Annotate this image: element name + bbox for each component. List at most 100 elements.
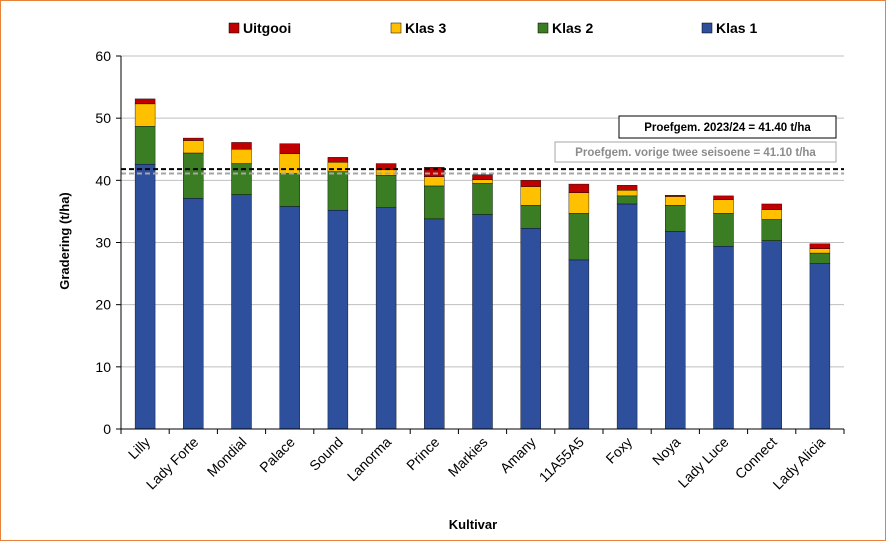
y-axis-title: Gradering (t/ha) <box>57 192 72 290</box>
y-tick-label: 10 <box>95 359 111 375</box>
bar-segment <box>616 195 638 205</box>
legend: Uitgooi Klas 3 Klas 2 Klas 1 <box>228 20 757 36</box>
bar-segment <box>761 203 782 210</box>
bar-segment <box>231 142 252 150</box>
bar-segment <box>231 194 252 430</box>
bar-segment <box>183 137 204 141</box>
y-tick-label: 50 <box>95 110 111 126</box>
bar-segment <box>327 162 349 172</box>
bar-segment <box>568 192 590 214</box>
x-tick-label: Palace <box>256 434 298 476</box>
bar-segment <box>375 175 397 208</box>
bars <box>134 98 831 430</box>
bar-segment <box>665 231 686 430</box>
x-tick-label: Connect <box>732 434 780 482</box>
bar-segment <box>520 186 541 206</box>
reference-label-box <box>618 115 837 139</box>
bar-segment <box>568 213 590 261</box>
bar-segment <box>809 243 831 249</box>
bar-segment <box>665 195 686 197</box>
x-tick-label: 11A55A5 <box>536 434 587 485</box>
legend-label: Klas 2 <box>552 20 593 36</box>
reference-label-box <box>554 141 837 163</box>
bar-segment <box>424 176 445 187</box>
x-tick-label: Markies <box>445 434 491 480</box>
bar-segment <box>713 213 734 247</box>
bar-segment <box>616 190 638 197</box>
x-tick-label: Noya <box>649 434 684 469</box>
bar-segment <box>183 152 204 199</box>
legend-label: Uitgooi <box>243 20 291 36</box>
x-tick-label: Lady Alicia <box>769 434 828 493</box>
bar-segment <box>327 209 349 430</box>
reference-label: Proefgem. 2023/24 = 41.40 t/ha <box>644 122 811 134</box>
bar-segment <box>424 218 445 430</box>
x-tick-label: Lady Forte <box>143 434 202 493</box>
bar-segment <box>568 259 590 430</box>
bar-segment <box>809 252 831 264</box>
bar-segment <box>375 207 397 430</box>
bar-segment <box>134 103 156 127</box>
y-tick-label: 20 <box>95 297 111 313</box>
legend-swatch <box>390 22 402 34</box>
bar-segment <box>568 183 590 193</box>
legend-swatch <box>701 22 713 34</box>
bar-segment <box>520 204 541 229</box>
bar-segment <box>231 149 252 164</box>
bar-segment <box>809 263 831 430</box>
bar-segment <box>472 179 493 184</box>
bar-segment <box>279 153 300 174</box>
bar-segment <box>327 157 349 163</box>
bar-segment <box>761 240 782 430</box>
y-tick-label: 0 <box>103 421 111 437</box>
x-tick-label: Amany <box>497 434 539 476</box>
legend-label: Klas 1 <box>716 20 757 36</box>
bar-segment <box>183 198 204 430</box>
bar-segment <box>134 126 156 165</box>
bar-segment <box>183 140 204 154</box>
y-tick-label: 60 <box>95 48 111 64</box>
bar-segment <box>279 173 300 207</box>
x-tick-label: Mondial <box>204 434 250 480</box>
bar-segment <box>279 143 300 154</box>
legend-swatch <box>537 22 549 34</box>
bar-segment <box>665 196 686 206</box>
bar-segment <box>520 228 541 430</box>
bar-segment <box>279 206 300 430</box>
bar-segment <box>472 214 493 430</box>
bar-segment <box>472 174 493 180</box>
annotations: Proefgem. 2023/24 = 41.40 t/ha Proefgem. … <box>554 115 837 163</box>
bar-segment <box>134 163 156 430</box>
bar-segment <box>713 195 734 200</box>
bar-segment <box>134 98 156 105</box>
y-tick-labels: 0 10 20 30 40 50 60 <box>95 48 111 437</box>
x-tick-label: Prince <box>403 434 443 474</box>
x-tick-label: Sound <box>306 434 346 474</box>
bar-segment <box>665 204 686 232</box>
y-tick-label: 30 <box>95 235 111 251</box>
legend-label: Klas 3 <box>405 20 446 36</box>
bar-segment <box>616 185 638 191</box>
bar-segment <box>616 203 638 430</box>
y-tick-label: 40 <box>95 172 111 188</box>
bar-segment <box>424 167 445 177</box>
bar-segment <box>809 248 831 254</box>
x-axis-title: Kultivar <box>449 517 497 532</box>
reference-lines <box>121 168 844 175</box>
x-tick-label: Lanorma <box>344 434 395 485</box>
bar-segment <box>472 183 493 215</box>
bar-segment <box>761 219 782 241</box>
bar-segment <box>761 209 782 220</box>
x-tick-label: Foxy <box>602 434 635 467</box>
bar-segment <box>713 246 734 430</box>
bar-segment <box>424 185 445 220</box>
bar-segment <box>713 199 734 214</box>
legend-swatch <box>228 22 240 34</box>
reference-label: Proefgem. vorige twee seisoene = 41.10 t… <box>575 147 816 159</box>
bar-segment <box>520 180 541 187</box>
axes <box>116 55 845 434</box>
x-tick-label: Lilly <box>125 434 153 462</box>
